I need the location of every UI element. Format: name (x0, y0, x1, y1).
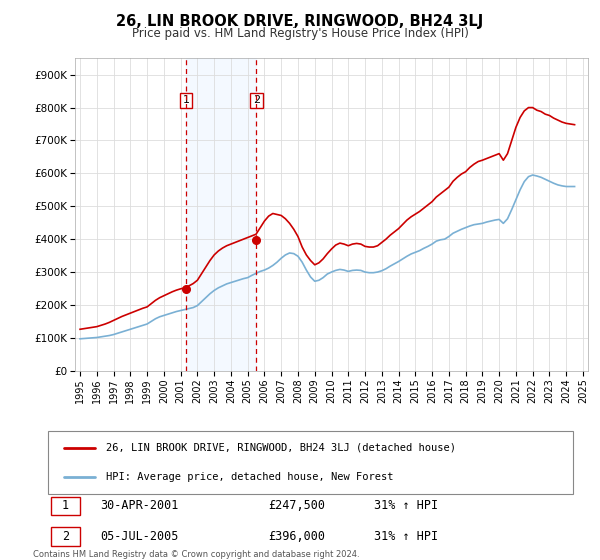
Text: 26, LIN BROOK DRIVE, RINGWOOD, BH24 3LJ: 26, LIN BROOK DRIVE, RINGWOOD, BH24 3LJ (116, 14, 484, 29)
Text: £247,500: £247,500 (269, 500, 325, 512)
Text: 1: 1 (62, 500, 69, 512)
FancyBboxPatch shape (50, 497, 79, 515)
Text: 1: 1 (182, 95, 190, 105)
Text: 30-APR-2001: 30-APR-2001 (101, 500, 179, 512)
Text: HPI: Average price, detached house, New Forest: HPI: Average price, detached house, New … (106, 472, 393, 482)
Text: 2: 2 (253, 95, 260, 105)
Text: 05-JUL-2005: 05-JUL-2005 (101, 530, 179, 543)
FancyBboxPatch shape (50, 528, 79, 546)
Text: 2: 2 (62, 530, 69, 543)
Text: 26, LIN BROOK DRIVE, RINGWOOD, BH24 3LJ (detached house): 26, LIN BROOK DRIVE, RINGWOOD, BH24 3LJ … (106, 443, 456, 452)
FancyBboxPatch shape (48, 431, 573, 494)
Text: £396,000: £396,000 (269, 530, 325, 543)
Bar (186, 58, 256, 371)
Text: 31% ↑ HPI: 31% ↑ HPI (373, 500, 437, 512)
Text: 31% ↑ HPI: 31% ↑ HPI (373, 530, 437, 543)
Text: Price paid vs. HM Land Registry's House Price Index (HPI): Price paid vs. HM Land Registry's House … (131, 27, 469, 40)
Text: Contains HM Land Registry data © Crown copyright and database right 2024.
This d: Contains HM Land Registry data © Crown c… (33, 550, 359, 560)
